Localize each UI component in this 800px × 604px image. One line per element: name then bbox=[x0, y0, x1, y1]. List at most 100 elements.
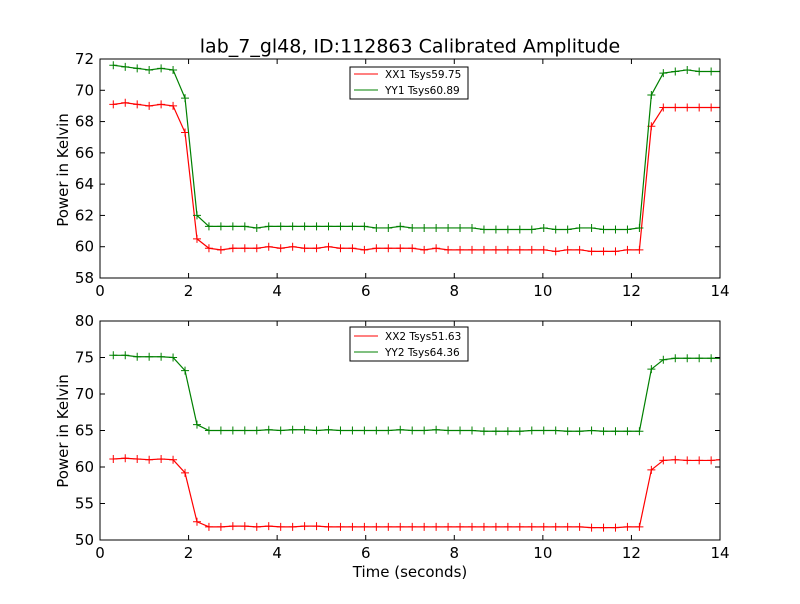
bottom-series-2-point bbox=[611, 427, 620, 436]
bottom-series-1-point bbox=[671, 455, 680, 464]
bottom-series-2-point bbox=[647, 365, 656, 374]
top-series-2-point bbox=[527, 225, 536, 234]
bottom-series-1-point bbox=[121, 454, 130, 463]
top-series-2-point bbox=[264, 222, 273, 231]
top-series-1-point bbox=[145, 101, 154, 110]
bottom-series-1-point bbox=[456, 522, 465, 531]
bottom-series-1-point bbox=[372, 522, 381, 531]
top-series-1-point bbox=[157, 100, 166, 109]
top-series-1-point bbox=[216, 245, 225, 254]
bottom-series-2-point bbox=[623, 427, 632, 436]
top-x-tick-label: 4 bbox=[272, 282, 282, 300]
bottom-series-line-1 bbox=[113, 457, 720, 529]
bottom-series-2-point bbox=[527, 426, 536, 435]
bottom-series-1-point bbox=[336, 522, 345, 531]
top-series-2-point bbox=[240, 222, 249, 231]
top-series-2-point bbox=[623, 225, 632, 234]
top-series-2-point bbox=[611, 225, 620, 234]
top-series-1-point bbox=[695, 103, 704, 112]
bottom-series-1-point bbox=[109, 454, 118, 463]
bottom-series-2-point bbox=[384, 426, 393, 435]
bottom-series-2-point bbox=[264, 425, 273, 434]
top-series-2-point bbox=[468, 223, 476, 232]
bottom-series-2-point bbox=[348, 426, 357, 435]
top-series-1-point bbox=[240, 244, 249, 253]
top-series-2-point bbox=[157, 64, 166, 73]
bottom-series-2-point bbox=[216, 426, 225, 435]
top-series-2-point bbox=[384, 223, 393, 232]
bottom-series-2-point bbox=[109, 351, 118, 360]
bottom-legend: XX2 Tsys51.63 YY2 Tsys64.36 bbox=[349, 326, 469, 362]
top-x-tick-label: 6 bbox=[361, 282, 371, 300]
bottom-series-1-point bbox=[563, 522, 572, 531]
top-series-2-point bbox=[575, 223, 584, 232]
bottom-series-1-point bbox=[204, 522, 213, 531]
bottom-series-1-point bbox=[611, 523, 620, 532]
top-series-2-point bbox=[539, 223, 548, 232]
bottom-series-1-point bbox=[503, 522, 512, 531]
top-series-2-point bbox=[695, 67, 704, 76]
top-plot-frame bbox=[99, 58, 721, 279]
bottom-y-tick-label: 65 bbox=[75, 422, 94, 440]
bottom-series-2-point bbox=[635, 427, 644, 436]
bottom-series-1-point bbox=[252, 522, 261, 531]
top-series-1-point bbox=[468, 245, 476, 254]
top-series-1-point bbox=[300, 244, 309, 253]
bottom-series-1-point bbox=[515, 522, 524, 531]
bottom-series-1-point bbox=[288, 522, 297, 531]
bottom-series-1-point bbox=[324, 522, 333, 531]
top-series-1-point bbox=[252, 244, 261, 253]
top-series-2-point bbox=[456, 223, 465, 232]
bottom-series-1-point bbox=[420, 522, 429, 531]
top-series-1-point bbox=[539, 245, 548, 254]
top-series-1-point bbox=[396, 244, 405, 253]
bottom-y-tick-label: 50 bbox=[75, 531, 94, 549]
bottom-series-2-point bbox=[671, 354, 680, 363]
bottom-series-2-point bbox=[169, 353, 178, 362]
top-series-1-point bbox=[264, 242, 273, 251]
top-series-2-point bbox=[420, 223, 429, 232]
top-series-1-point bbox=[716, 103, 720, 112]
top-series-1-point bbox=[288, 242, 297, 251]
bottom-series-2-point bbox=[360, 426, 369, 435]
top-series-1-point bbox=[563, 245, 572, 254]
bottom-series-2-point bbox=[695, 354, 704, 363]
bottom-series-1-point bbox=[659, 456, 668, 465]
bottom-series-1-point bbox=[623, 522, 632, 531]
bottom-x-tick-label: 10 bbox=[533, 544, 552, 562]
bottom-series-group bbox=[109, 351, 720, 532]
top-series-2-point bbox=[204, 222, 213, 231]
top-x-tick-label: 2 bbox=[184, 282, 194, 300]
bottom-series-2-point bbox=[456, 426, 465, 435]
top-series-1-point bbox=[276, 244, 285, 253]
top-series-1-point bbox=[121, 98, 130, 107]
chart-title: lab_7_gl48, ID:112863 Calibrated Amplitu… bbox=[200, 36, 620, 58]
bottom-series-2-point bbox=[300, 425, 309, 434]
top-y-tick-label: 70 bbox=[75, 81, 94, 99]
bottom-series-2-point bbox=[468, 426, 476, 435]
top-series-2-point bbox=[635, 223, 644, 232]
bottom-series-2-point bbox=[372, 426, 381, 435]
bottom-series-2-point bbox=[659, 355, 668, 364]
top-series-2-point bbox=[109, 61, 118, 70]
top-series-1-point bbox=[432, 244, 441, 253]
bottom-series-1-point bbox=[276, 522, 285, 531]
bottom-series-2-point bbox=[228, 426, 237, 435]
top-series-1-point bbox=[133, 100, 142, 109]
top-series-1-point bbox=[312, 244, 321, 253]
top-series-1-point bbox=[109, 100, 118, 109]
bottom-series-1-point bbox=[181, 468, 190, 477]
top-series-1-point bbox=[683, 103, 692, 112]
top-series-2-point bbox=[659, 69, 668, 78]
bottom-legend-label-xx2: XX2 Tsys51.63 bbox=[385, 331, 461, 343]
bottom-series-1-point bbox=[695, 456, 704, 465]
top-y-tick-label: 68 bbox=[75, 113, 94, 131]
top-series-1-point bbox=[671, 103, 680, 112]
top-series-2-point bbox=[276, 222, 285, 231]
top-series-2-point bbox=[515, 225, 524, 234]
bottom-y-axis-label: Power in Kelvin bbox=[54, 374, 72, 488]
top-series-1-point bbox=[181, 128, 190, 137]
